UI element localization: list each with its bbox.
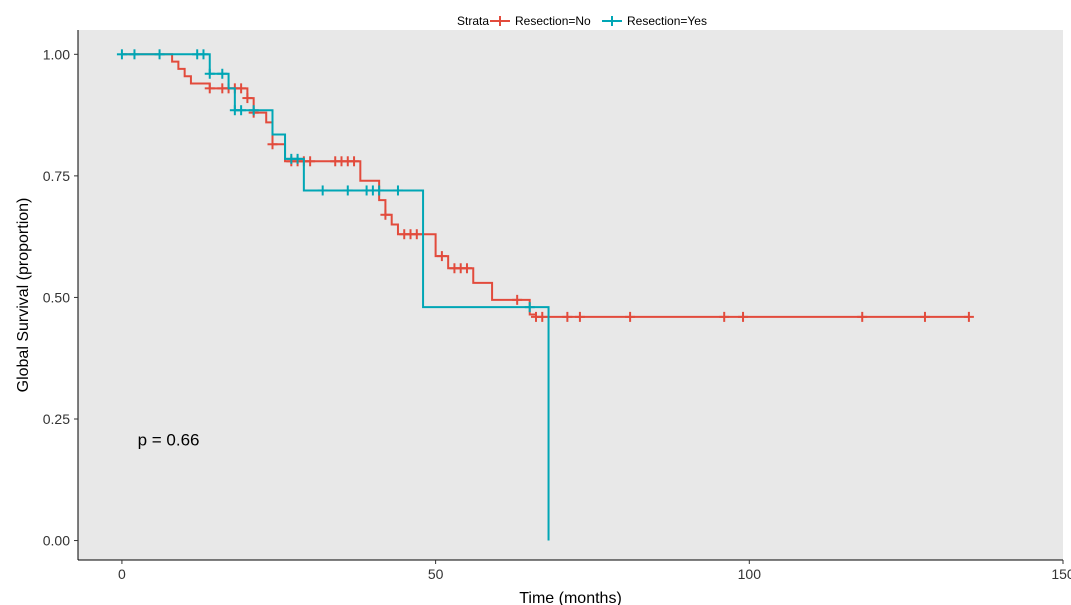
legend-title: Strata: [457, 14, 489, 28]
legend-label-resection-yes: Resection=Yes: [627, 14, 707, 28]
censor-mark: [392, 185, 403, 196]
y-tick-label: 0.00: [43, 533, 70, 549]
censor-mark: [217, 68, 228, 79]
y-tick-label: 0.25: [43, 411, 70, 427]
censor-mark: [116, 49, 127, 60]
p-value-annotation: p = 0.66: [138, 431, 200, 450]
censor-mark: [236, 105, 247, 116]
y-tick-label: 1.00: [43, 46, 70, 62]
x-tick-label: 50: [428, 566, 444, 582]
censor-mark: [129, 49, 140, 60]
legend-key-resection-yes: [602, 16, 622, 26]
censor-mark: [562, 311, 573, 322]
censor-mark: [436, 251, 447, 262]
legend-key-resection-no: [490, 16, 510, 26]
legend: Strata Resection=No Resection=Yes: [457, 14, 707, 28]
censor-mark: [738, 311, 749, 322]
y-axis-title: Global Survival (proportion): [15, 198, 32, 393]
censor-mark: [963, 311, 974, 322]
censor-mark: [248, 105, 259, 116]
censor-mark: [537, 311, 548, 322]
series-resection-yes: [116, 49, 550, 541]
censor-mark: [292, 153, 303, 164]
plot-panel: [78, 30, 1063, 560]
censor-mark: [204, 68, 215, 79]
series-layer: [116, 49, 974, 541]
x-tick-label: 150: [1051, 566, 1071, 582]
censor-mark: [154, 49, 165, 60]
censor-mark: [236, 83, 247, 94]
censor-mark: [380, 209, 391, 220]
series-resection-no: [121, 53, 974, 322]
censor-mark: [349, 156, 360, 167]
censor-mark: [524, 302, 535, 313]
x-tick-label: 0: [118, 566, 126, 582]
censor-mark: [625, 311, 636, 322]
survival-curve-resection-no: [121, 53, 969, 318]
censor-mark: [461, 263, 472, 274]
censor-mark: [411, 229, 422, 240]
censor-mark: [267, 139, 278, 150]
censor-mark: [574, 311, 585, 322]
censor-mark: [198, 49, 209, 60]
censor-mark: [374, 185, 385, 196]
y-tick-label: 0.50: [43, 289, 70, 305]
censor-mark: [305, 156, 316, 167]
x-tick-label: 100: [738, 566, 762, 582]
censor-mark: [342, 185, 353, 196]
y-tick-label: 0.75: [43, 168, 70, 184]
censor-mark: [317, 185, 328, 196]
censor-mark: [857, 311, 868, 322]
censor-mark: [204, 83, 215, 94]
censor-mark: [919, 311, 930, 322]
ticks-layer: 0.00 0.25 0.50 0.75 1.00 0 50 100 150: [43, 46, 1071, 582]
censor-mark: [512, 294, 523, 305]
x-axis-title: Time (months): [519, 590, 622, 605]
censor-mark: [242, 93, 253, 104]
censor-mark: [719, 311, 730, 322]
legend-label-resection-no: Resection=No: [515, 14, 591, 28]
